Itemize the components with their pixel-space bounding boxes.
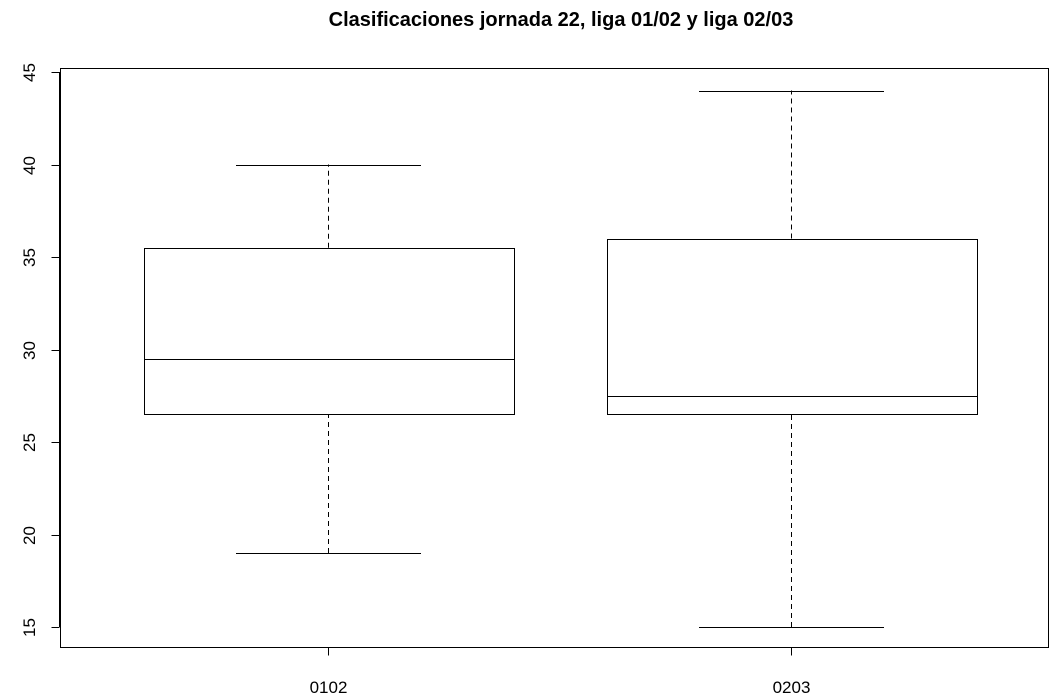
y-tick-label: 30 [20, 341, 39, 360]
x-tick-label: 0203 [773, 678, 811, 696]
x-tick-label: 0102 [310, 678, 348, 696]
chart-title: Clasificaciones jornada 22, liga 01/02 y… [329, 9, 794, 31]
y-tick-label: 35 [20, 248, 39, 267]
iqr-box [144, 248, 515, 415]
y-tick-label: 40 [20, 156, 39, 175]
iqr-box [607, 239, 978, 415]
y-tick-label: 45 [20, 63, 39, 82]
box-0102 [144, 164, 515, 554]
y-tick-label: 15 [20, 618, 39, 637]
boxes-group [144, 90, 978, 628]
y-tick-label: 20 [20, 526, 39, 545]
y-axis: 15 20 25 30 35 40 45 [20, 63, 60, 637]
x-axis: 0102 0203 [310, 647, 811, 696]
box-0203 [607, 90, 978, 628]
y-tick-label: 25 [20, 433, 39, 452]
